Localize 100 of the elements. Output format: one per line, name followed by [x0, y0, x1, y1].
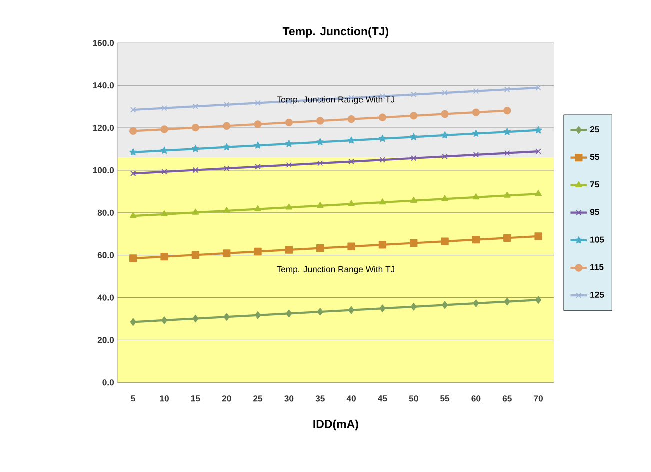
point [254, 142, 262, 149]
point [441, 238, 449, 246]
y-tick-label: 60.0 [98, 252, 114, 258]
x-tick-label: 55 [440, 396, 450, 402]
y-tick-label: 120.0 [93, 125, 114, 132]
point [255, 164, 261, 170]
point [380, 304, 386, 313]
point [348, 200, 355, 206]
x-tick-label: 5 [131, 396, 136, 402]
chart-title: Temp. Junction(TJ) [282, 27, 389, 38]
point [442, 154, 448, 160]
point [161, 210, 168, 217]
point [130, 148, 138, 156]
point [472, 194, 480, 200]
y-tick-label: 100.0 [93, 167, 114, 174]
point [130, 318, 136, 326]
x-tick-label: 30 [284, 396, 294, 402]
x-tick-label: 50 [409, 396, 418, 402]
legend-label: 55 [590, 154, 600, 160]
point [130, 170, 136, 177]
x-tick-label: 35 [316, 396, 325, 402]
point [254, 248, 262, 256]
point [286, 204, 293, 210]
point [223, 144, 231, 151]
point [504, 192, 511, 198]
point [192, 124, 200, 132]
point [472, 108, 480, 116]
point [535, 190, 542, 196]
point [192, 104, 199, 110]
point [130, 107, 136, 113]
point [254, 120, 262, 128]
point [410, 239, 418, 248]
point [192, 315, 199, 323]
x-tick-label: 10 [160, 396, 169, 402]
point [223, 122, 231, 130]
x-tick-label: 60 [472, 396, 481, 402]
point [162, 169, 168, 175]
point [285, 118, 294, 127]
point [473, 152, 480, 158]
point [348, 158, 354, 165]
point [348, 306, 355, 314]
legend-label: 105 [590, 236, 604, 243]
point [410, 197, 418, 204]
point [534, 232, 542, 240]
point [130, 212, 137, 218]
point [224, 102, 230, 108]
point [411, 156, 417, 162]
legend-label: 125 [590, 292, 604, 298]
point [348, 242, 356, 251]
point [472, 236, 480, 244]
point [348, 116, 356, 124]
x-tick-label: 45 [378, 396, 388, 402]
point [160, 253, 168, 261]
y-tick-label: 80.0 [98, 210, 114, 216]
point [348, 136, 356, 144]
point [254, 206, 262, 212]
point [410, 112, 418, 120]
point [441, 132, 449, 139]
point [441, 110, 449, 118]
point [442, 90, 448, 96]
x-tick-label: 15 [191, 396, 200, 402]
legend-label: 75 [590, 182, 600, 188]
point [442, 195, 448, 202]
point [286, 162, 292, 168]
point [536, 148, 542, 155]
point [130, 127, 138, 136]
point [536, 296, 542, 304]
point [411, 92, 417, 98]
point [473, 88, 480, 94]
point [318, 160, 324, 166]
x-tick-label: 70 [534, 396, 543, 402]
point [192, 208, 200, 215]
point [410, 133, 418, 140]
point [255, 312, 262, 320]
point [285, 246, 294, 254]
x-tick-label: 25 [254, 396, 263, 402]
point [504, 128, 512, 136]
point [316, 244, 324, 252]
point [192, 145, 200, 152]
point [504, 150, 510, 156]
point [379, 198, 386, 205]
y-tick-label: 0.0 [102, 380, 114, 386]
point [534, 126, 542, 134]
legend-label: 95 [590, 209, 600, 216]
point [160, 146, 168, 154]
point [504, 298, 510, 306]
point [192, 167, 199, 174]
point [192, 251, 200, 260]
x-tick-label: 40 [346, 396, 356, 402]
point [378, 241, 387, 249]
band-label: Temp. Junction Range With TJ [276, 96, 394, 105]
point [223, 250, 231, 258]
point [255, 100, 261, 106]
point [504, 107, 512, 115]
point [378, 114, 387, 122]
point [286, 310, 292, 318]
point [316, 138, 324, 146]
band-label: Temp. Junction Range With TJ [276, 266, 394, 274]
point [536, 85, 542, 91]
point [286, 140, 293, 148]
